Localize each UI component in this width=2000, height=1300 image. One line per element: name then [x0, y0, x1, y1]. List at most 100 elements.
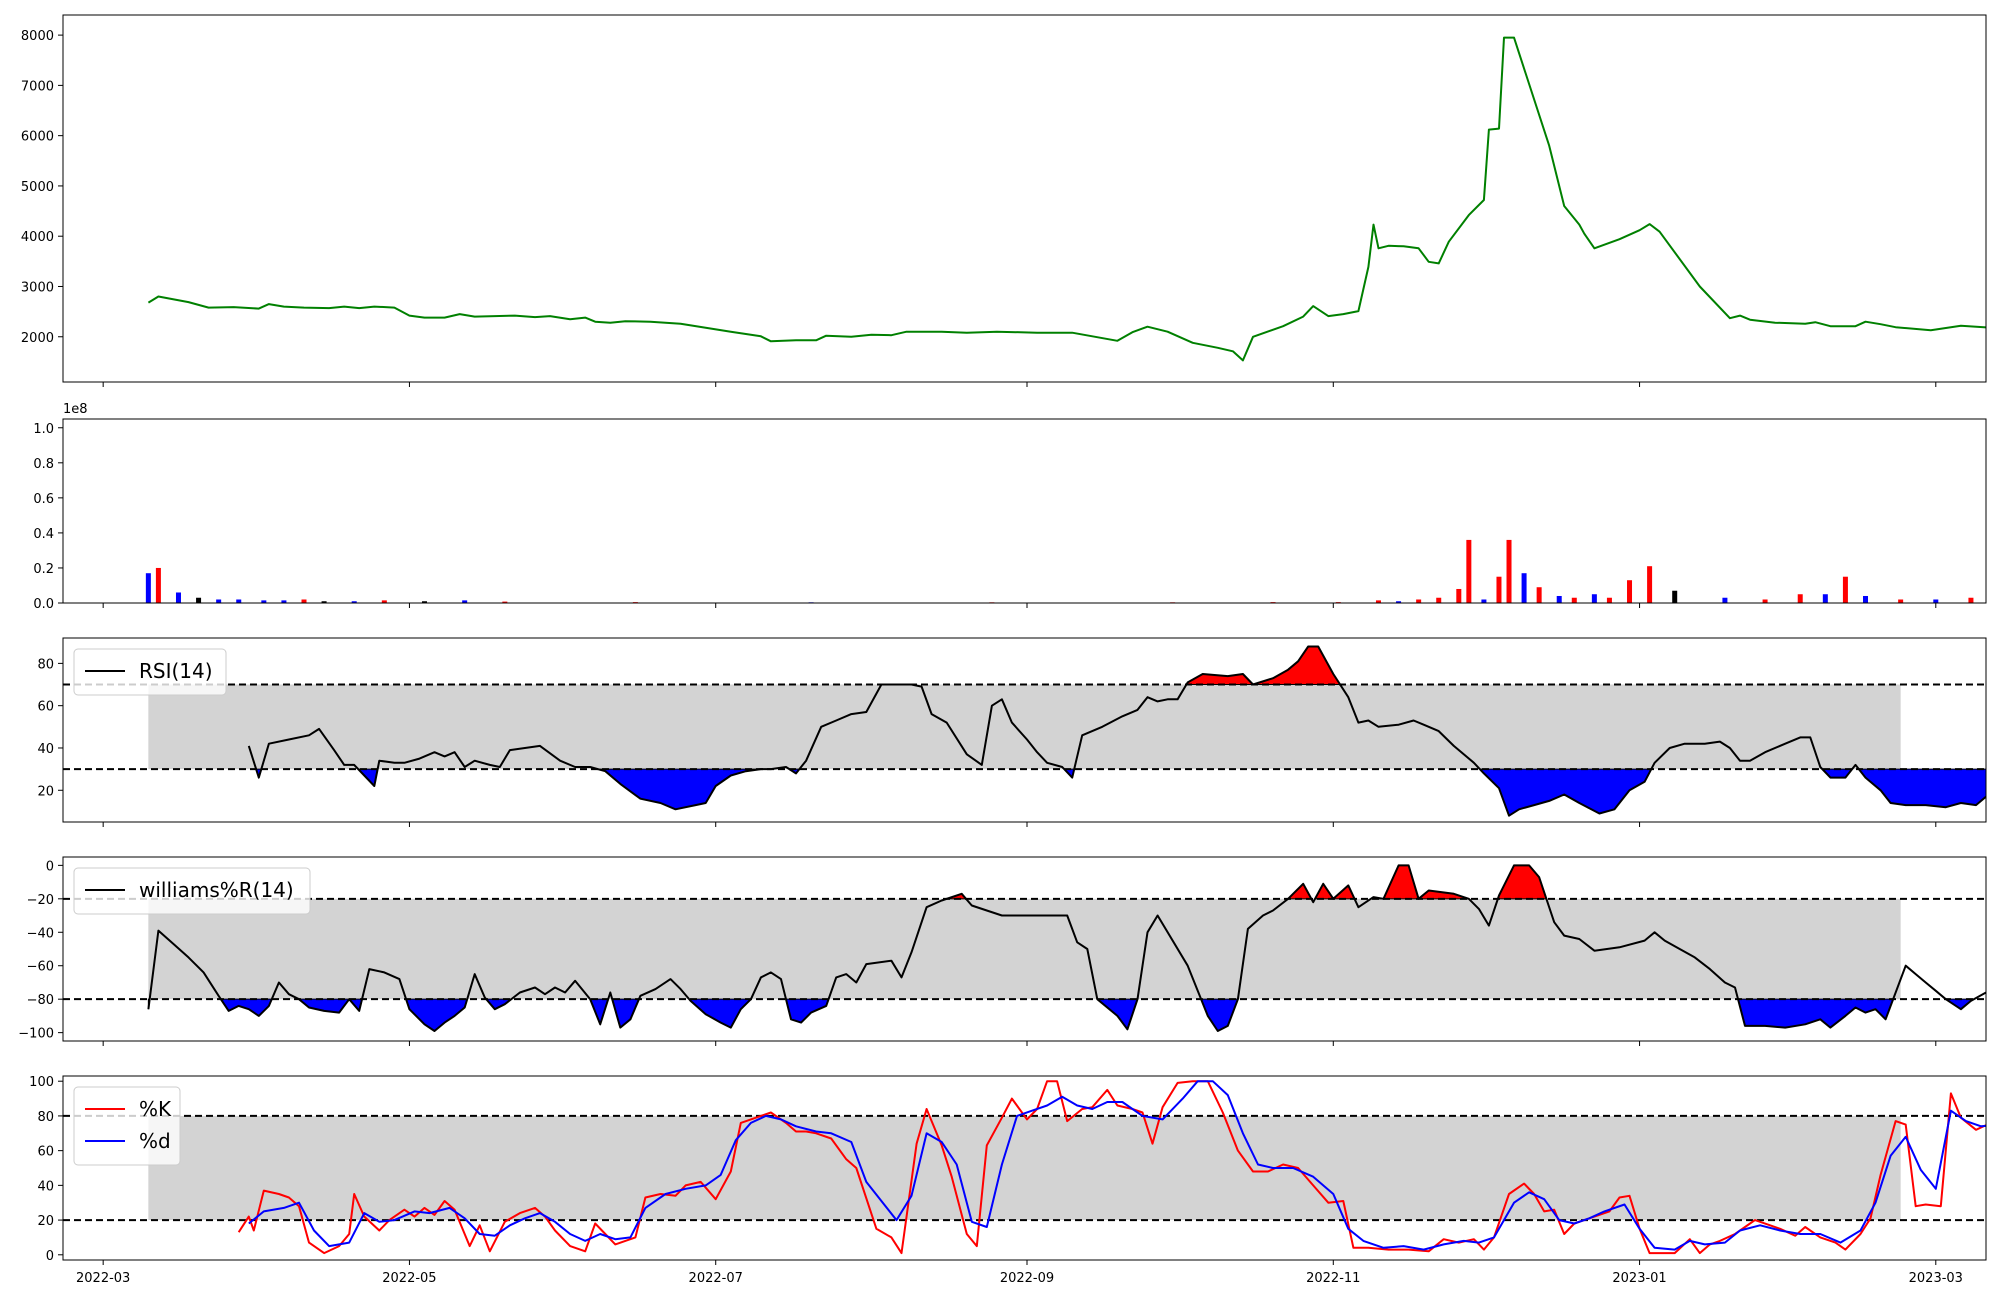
- -d-line: [248, 1080, 1986, 1251]
- volume-bar: [261, 600, 267, 603]
- y-tick-label: 6000: [21, 130, 54, 145]
- volume-bar: [1606, 597, 1612, 603]
- volume-bar: [1556, 595, 1562, 603]
- y-tick-label: 20: [37, 1214, 54, 1229]
- y-tick-label: 5000: [21, 180, 54, 195]
- rsi-panel: 20 40 60 80 RSI(14): [37, 637, 1987, 827]
- x-tick-label: 2023-01: [1612, 1271, 1666, 1286]
- axes-frame: [62, 418, 1987, 604]
- volume-bar: [1842, 576, 1848, 603]
- y-tick-label: 40: [37, 742, 54, 757]
- volume-bar: [301, 599, 307, 603]
- y-tick-label: 60: [37, 1145, 54, 1160]
- axes-frame: [62, 1075, 1987, 1261]
- x-tick-label: 2022-11: [1306, 1271, 1360, 1286]
- y-tick-label: −100: [18, 1027, 54, 1042]
- volume-bar: [1536, 587, 1542, 603]
- y-tick-label: 3000: [21, 280, 54, 295]
- plot-area: [63, 864, 1986, 1032]
- y-tick-label: 0: [46, 859, 54, 874]
- y-tick-label: 8000: [21, 29, 54, 44]
- volume-bar: [422, 601, 428, 603]
- y-tick-label: −80: [27, 993, 54, 1008]
- neutral-band: [148, 684, 1901, 770]
- axes-frame: [62, 856, 1987, 1042]
- y-tick-label: 0.0: [33, 597, 54, 612]
- volume-bar: [1762, 599, 1768, 603]
- volume-bar: [1722, 597, 1728, 603]
- axis-offset-label: 1e8: [63, 402, 88, 417]
- y-tick-label: 100: [29, 1075, 54, 1090]
- volume-bar: [281, 600, 287, 603]
- y-tick-label: 60: [37, 700, 54, 715]
- volume-bar: [1396, 601, 1402, 603]
- plot-area: [147, 36, 1986, 362]
- x-tick-label: 2022-05: [382, 1271, 436, 1286]
- y-tick-label: 0.2: [33, 562, 54, 577]
- volume-bar: [236, 599, 242, 603]
- y-tick-label: 20: [37, 784, 54, 799]
- y-tick-label: −40: [27, 926, 54, 941]
- volume-bar: [1375, 600, 1381, 603]
- price-line: [147, 36, 1986, 362]
- legend-box: [73, 867, 311, 915]
- y-tick-label: 0: [46, 1249, 54, 1264]
- y-tick-label: 1.0: [33, 422, 54, 437]
- legend: %K %d: [73, 1086, 181, 1166]
- neutral-band: [148, 898, 1901, 1000]
- volume-bar: [351, 601, 357, 603]
- y-tick-label: 0.8: [33, 457, 54, 472]
- legend-label: williams%R(14): [139, 878, 294, 902]
- volume-bar: [381, 600, 387, 603]
- volume-bar: [175, 592, 181, 603]
- volume-bar: [1496, 576, 1502, 603]
- y-tick-label: 0.6: [33, 492, 54, 507]
- axes-frame: [62, 637, 1987, 823]
- y-tick-label: −60: [27, 960, 54, 975]
- volume-bar: [1797, 594, 1803, 603]
- x-tick-label: 2023-03: [1909, 1271, 1963, 1286]
- x-tick-label: 2022-09: [1000, 1271, 1054, 1286]
- volume-bar: [1933, 599, 1939, 603]
- volume-bar: [1456, 588, 1462, 603]
- volume-bar: [1968, 597, 1974, 603]
- volume-bar: [1521, 573, 1527, 603]
- x-tick-label: 2022-03: [76, 1271, 130, 1286]
- volume-bar: [1436, 597, 1442, 603]
- axes-frame: [62, 14, 1987, 383]
- volume-bar: [1416, 599, 1422, 603]
- plot-area: [63, 1080, 1986, 1255]
- volume-bar: [1481, 599, 1487, 603]
- volume-bar: [1898, 599, 1904, 603]
- volume-bar: [1822, 594, 1828, 603]
- volume-bar: [1647, 566, 1653, 603]
- volume-panel: 0.0 0.2 0.4 0.6 0.8 1.0 1e8: [33, 402, 1987, 612]
- legend: RSI(14): [73, 648, 227, 696]
- volume-bar: [321, 601, 327, 603]
- neutral-band: [148, 1115, 1901, 1221]
- legend-label: %d: [139, 1129, 171, 1153]
- volume-bar: [1466, 539, 1472, 603]
- legend-label: %K: [139, 1097, 172, 1121]
- x-tick-label: 2022-07: [689, 1271, 743, 1286]
- price-panel: 2000 3000 4000 5000 6000 7000 8000: [21, 14, 1987, 387]
- legend-box: [73, 1086, 181, 1166]
- rsi-14--line: [247, 645, 1986, 817]
- williams-r-panel: 0 −20 −40 −60 −80 −100 williams%R(14): [18, 856, 1987, 1046]
- volume-bar: [196, 597, 202, 603]
- volume-bar: [1862, 595, 1868, 603]
- y-tick-label: 4000: [21, 230, 54, 245]
- volume-bar: [462, 600, 468, 603]
- y-tick-label: 7000: [21, 79, 54, 94]
- volume-bar: [155, 567, 161, 603]
- legend-box: [73, 648, 227, 696]
- volume-bar: [1627, 580, 1633, 603]
- williams-r-14--line: [147, 864, 1986, 1032]
- y-tick-label: 0.4: [33, 527, 54, 542]
- volume-bar: [502, 601, 508, 603]
- y-tick-label: −20: [27, 893, 54, 908]
- plot-area: [63, 645, 1986, 817]
- volume-bar: [1506, 539, 1512, 603]
